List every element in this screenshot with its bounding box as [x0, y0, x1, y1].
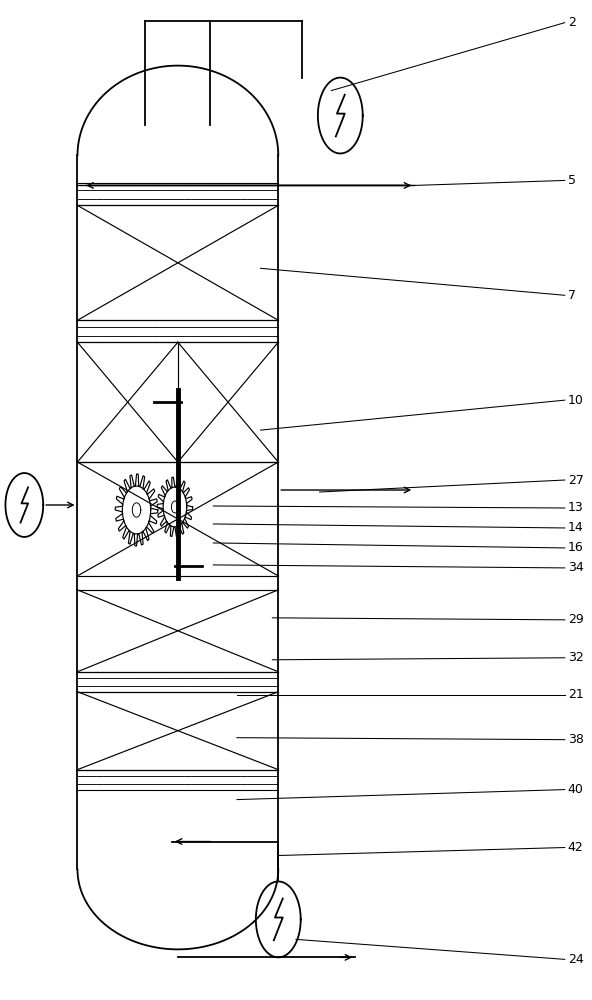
Text: 42: 42: [568, 841, 584, 854]
Text: 13: 13: [568, 501, 584, 514]
Text: 14: 14: [568, 521, 584, 534]
Text: 27: 27: [568, 474, 584, 487]
Text: 10: 10: [568, 394, 584, 407]
Text: 5: 5: [568, 174, 575, 187]
Text: 24: 24: [568, 953, 584, 966]
Text: 2: 2: [568, 16, 575, 29]
Text: 34: 34: [568, 561, 584, 574]
Text: 38: 38: [568, 733, 584, 746]
Text: 29: 29: [568, 613, 584, 626]
Text: 7: 7: [568, 289, 575, 302]
Text: 40: 40: [568, 783, 584, 796]
Text: 21: 21: [568, 688, 584, 701]
Text: 32: 32: [568, 651, 584, 664]
Text: 16: 16: [568, 541, 584, 554]
